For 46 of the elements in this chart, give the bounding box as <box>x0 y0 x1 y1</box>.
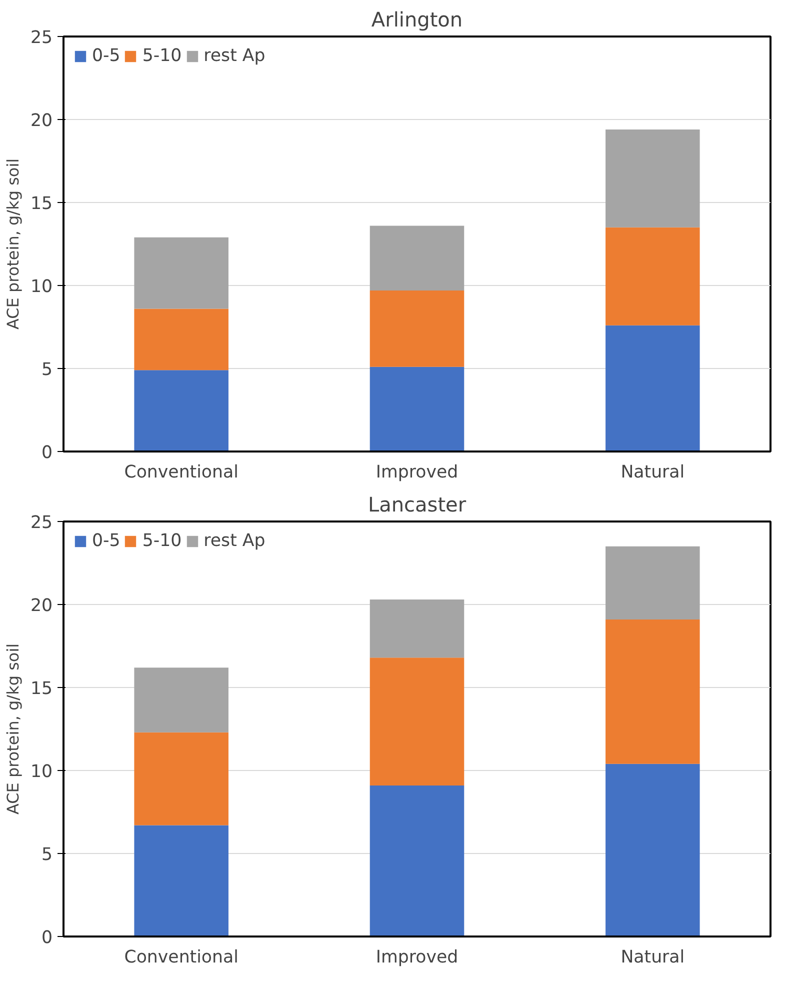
chart-title: Lancaster <box>368 492 467 516</box>
y-tick-label: 10 <box>30 277 53 297</box>
y-axis-title: ACE protein, g/kg soil <box>3 158 22 330</box>
y-tick-label: 25 <box>30 28 53 48</box>
legend-label: rest Ap <box>204 46 266 66</box>
x-tick-label: Natural <box>620 462 685 482</box>
bar <box>134 732 228 826</box>
chart-title: Arlington <box>371 8 463 32</box>
bar <box>370 366 464 452</box>
bar <box>134 825 228 936</box>
x-tick-label: Improved <box>376 948 458 968</box>
legend-label: 0-5 <box>92 46 120 66</box>
bar <box>606 325 700 452</box>
bar <box>370 226 464 290</box>
bar <box>606 129 700 228</box>
y-tick-label: 20 <box>30 111 53 131</box>
y-tick-label: 0 <box>41 443 53 463</box>
bar <box>606 546 700 620</box>
bar <box>370 290 464 367</box>
y-tick-label: 15 <box>30 194 53 214</box>
bar <box>370 600 464 658</box>
bar <box>606 619 700 764</box>
bar <box>134 308 228 370</box>
x-tick-label: Conventional <box>124 462 238 482</box>
y-tick-label: 20 <box>30 596 53 616</box>
legend-label: 0-5 <box>92 531 120 551</box>
x-tick-label: Improved <box>376 462 458 482</box>
y-tick-label: 10 <box>30 762 53 782</box>
bar <box>134 370 228 452</box>
y-axis-title: ACE protein, g/kg soil <box>3 643 22 815</box>
legend-label: 5-10 <box>142 46 182 66</box>
x-tick-label: Conventional <box>124 948 238 968</box>
bar <box>606 764 700 936</box>
y-tick-label: 25 <box>30 513 53 533</box>
legend-label: 5-10 <box>142 531 182 551</box>
y-tick-label: 5 <box>41 845 53 865</box>
y-tick-label: 15 <box>30 679 53 699</box>
y-tick-label: 0 <box>41 928 53 948</box>
legend-label: rest Ap <box>204 531 266 551</box>
bar <box>134 237 228 309</box>
y-tick-label: 5 <box>41 360 53 380</box>
bar <box>370 785 464 936</box>
bar <box>370 658 464 786</box>
bar <box>134 668 228 732</box>
bar <box>606 227 700 326</box>
x-tick-label: Natural <box>620 948 685 968</box>
